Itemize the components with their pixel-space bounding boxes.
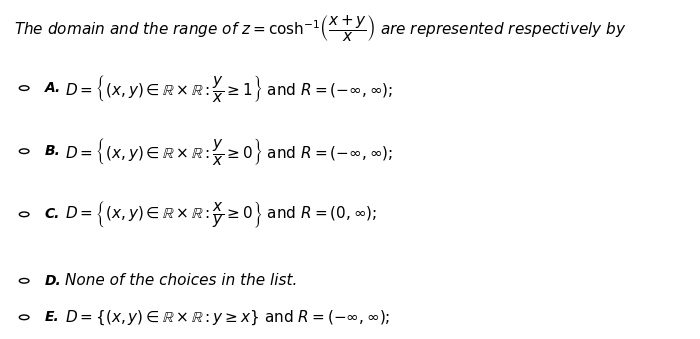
Text: $D=\left\{(x,y)\in\mathbb{R}\times\mathbb{R}:\dfrac{y}{x}\geq 1\right\}$ and $R=: $D=\left\{(x,y)\in\mathbb{R}\times\mathb…	[65, 73, 393, 104]
Text: C.: C.	[45, 207, 60, 221]
Text: E.: E.	[45, 310, 60, 324]
Text: B.: B.	[45, 144, 61, 158]
Text: $D=\left\{(x,y)\in\mathbb{R}\times\mathbb{R}:\dfrac{y}{x}\geq 0\right\}$ and $R=: $D=\left\{(x,y)\in\mathbb{R}\times\mathb…	[65, 136, 393, 167]
Text: D.: D.	[45, 274, 62, 288]
Text: None of the choices in the list.: None of the choices in the list.	[65, 273, 298, 288]
Text: A.: A.	[45, 81, 61, 95]
Text: The domain and the range of $z=\cosh^{-1}\!\left(\dfrac{x+y}{x}\right)$ are repr: The domain and the range of $z=\cosh^{-1…	[14, 13, 626, 44]
Text: $D=\{(x,y)\in\mathbb{R}\times\mathbb{R}:y\geq x\}$ and $R=(-\infty,\infty)$;: $D=\{(x,y)\in\mathbb{R}\times\mathbb{R}:…	[65, 308, 391, 326]
Text: $D=\left\{(x,y)\in\mathbb{R}\times\mathbb{R}:\dfrac{x}{y}\geq 0\right\}$ and $R=: $D=\left\{(x,y)\in\mathbb{R}\times\mathb…	[65, 199, 377, 230]
